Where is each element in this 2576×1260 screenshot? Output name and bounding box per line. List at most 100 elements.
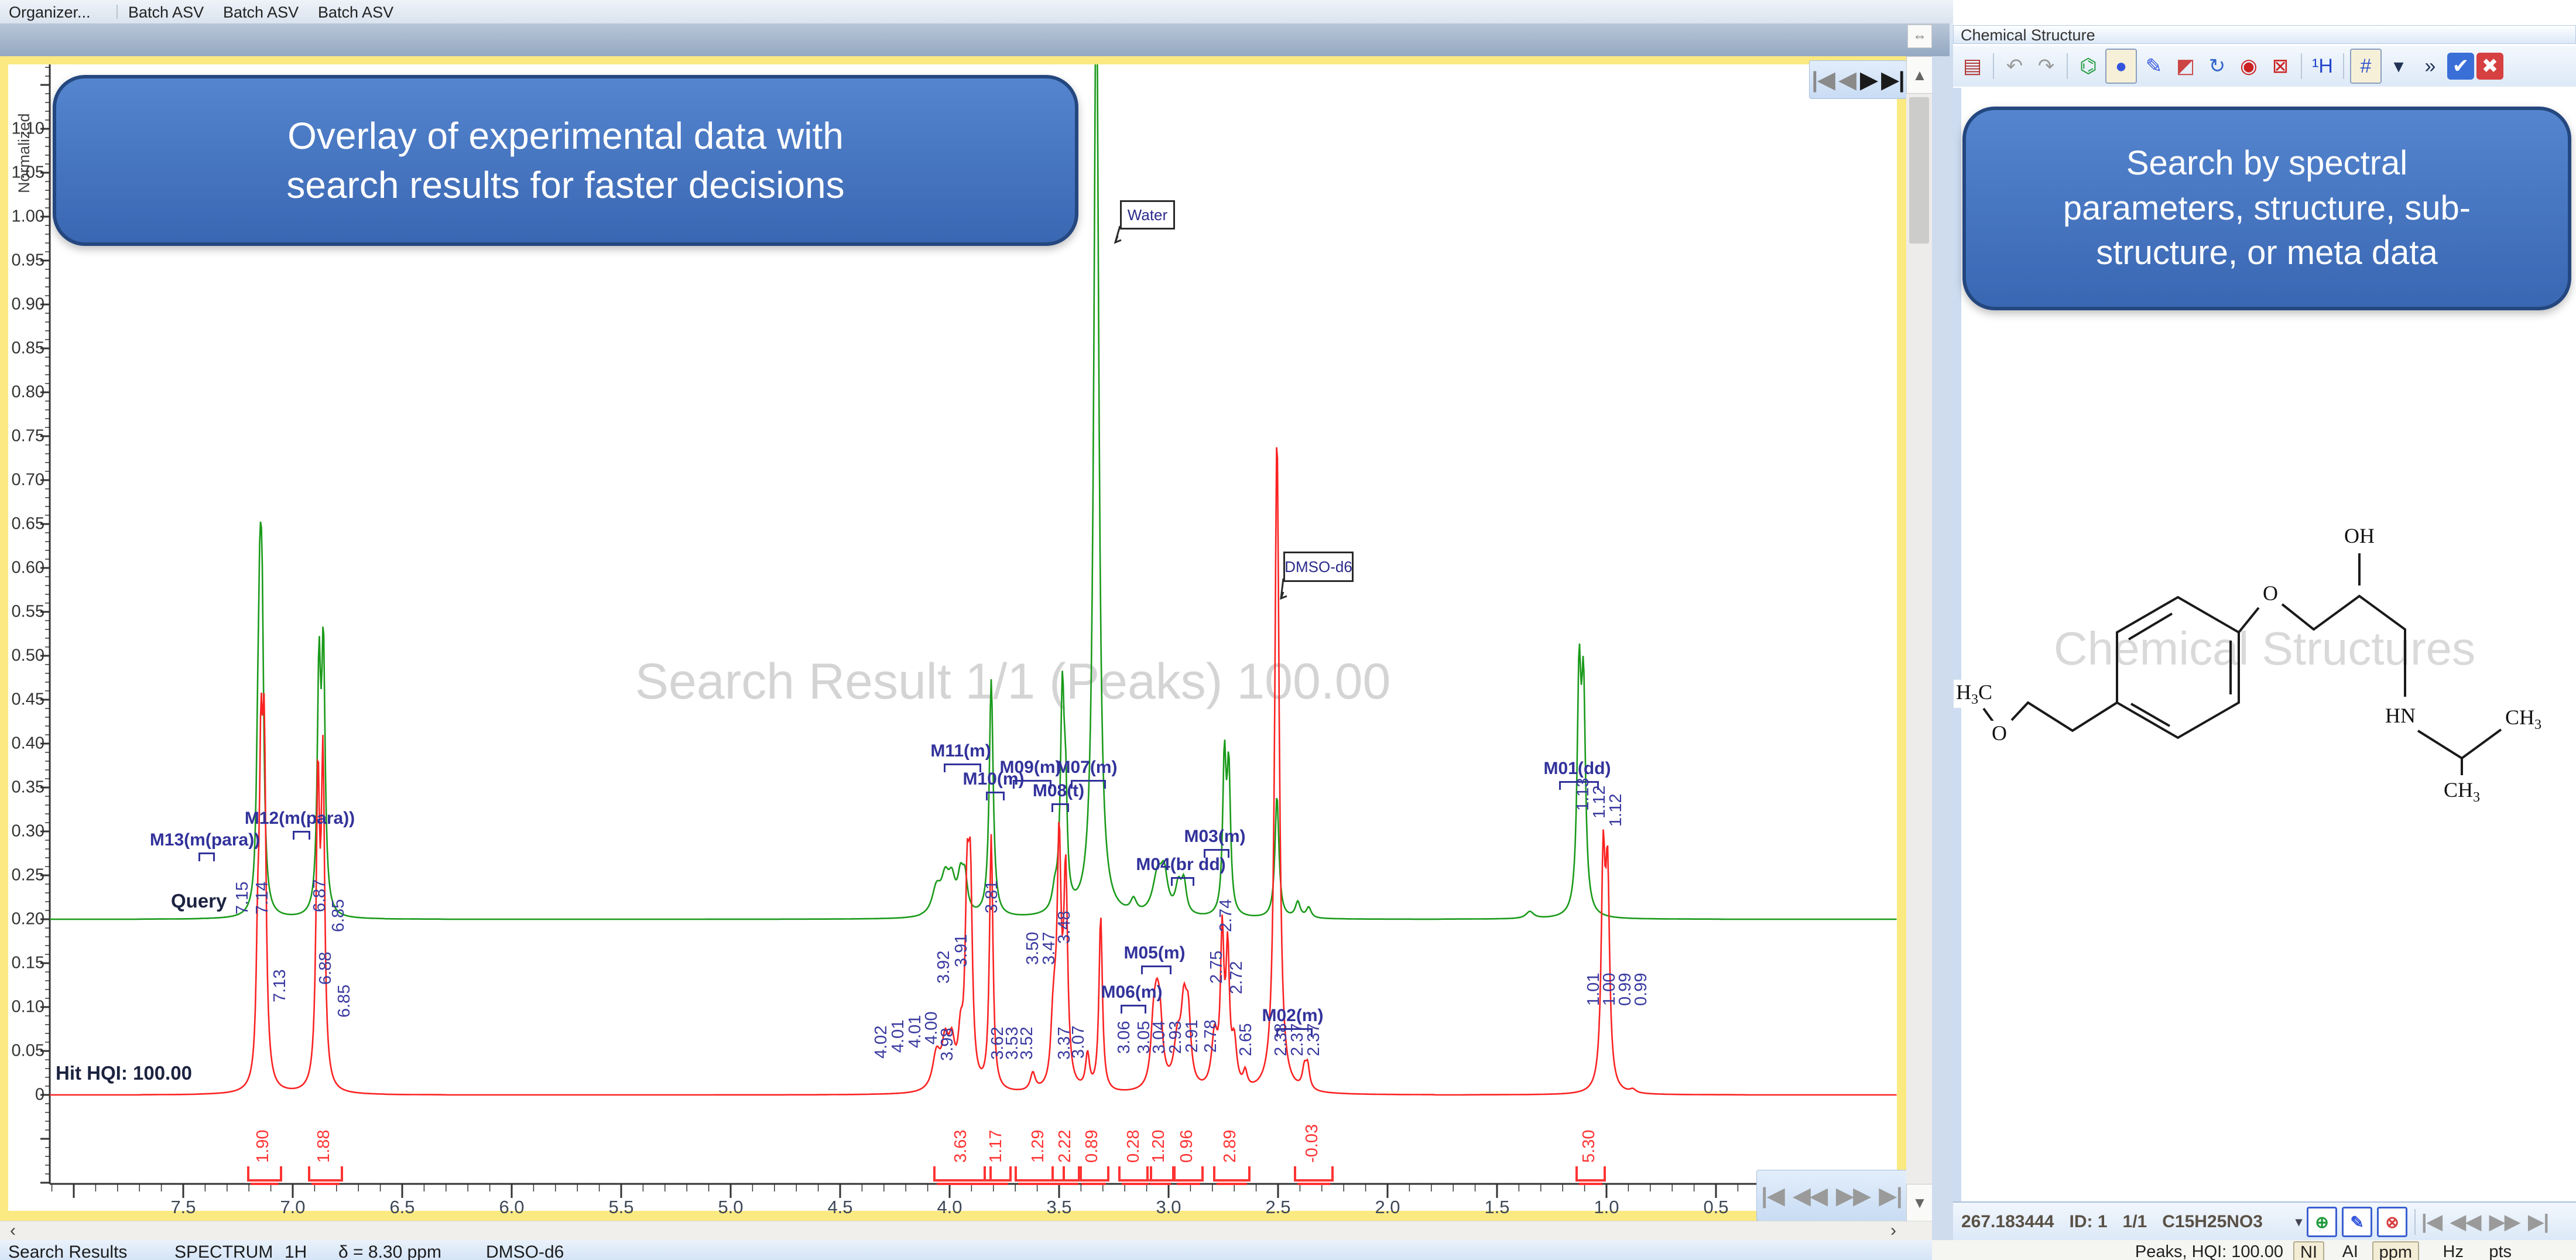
- atom-label-o: O: [1989, 721, 2009, 745]
- draw-bond-icon[interactable]: ✎: [2145, 55, 2163, 77]
- nav-arrow[interactable]: ▶|: [1881, 67, 1905, 93]
- multiplet-bracket: [293, 831, 310, 840]
- integral-bracket: [1051, 1166, 1082, 1185]
- nav-arrow[interactable]: ▶▶: [1836, 1183, 1871, 1208]
- integral-bracket: [1575, 1166, 1606, 1185]
- record-nav-arrow[interactable]: |◀: [2421, 1211, 2443, 1233]
- ppm-toggle[interactable]: ppm: [2372, 1241, 2419, 1260]
- nav-arrow[interactable]: |◀: [1811, 67, 1835, 93]
- integral-bracket: [308, 1166, 343, 1185]
- hit-hqi-label: Hit HQI: 100.00: [56, 1062, 192, 1084]
- pts-toggle[interactable]: pts: [2489, 1242, 2512, 1260]
- panel-splitter[interactable]: [1932, 56, 1953, 1240]
- panel-title: Chemical Structure: [1953, 25, 2576, 44]
- peak-label: 3.52: [1018, 1026, 1036, 1060]
- multiplet-bracket: [1276, 1028, 1313, 1037]
- scroll-left-button[interactable]: ‹: [10, 1220, 16, 1240]
- more-tools-icon[interactable]: »: [2424, 54, 2436, 77]
- solvent-annotation-water[interactable]: Water: [1120, 200, 1175, 230]
- scroll-up-button[interactable]: ▲: [1906, 56, 1933, 94]
- callout-overlay-info: Overlay of experimental data with search…: [53, 75, 1078, 246]
- menu-item-batch-asv[interactable]: Batch ASV: [318, 4, 394, 21]
- x-tick-label: 5.5: [608, 1197, 634, 1217]
- atom-label-ch3: CH3: [2502, 704, 2544, 734]
- report-icon[interactable]: ▤: [1962, 55, 1982, 77]
- nav-arrow[interactable]: ◀◀: [1793, 1183, 1828, 1208]
- atom-label-h3c: H3C: [1953, 679, 1995, 708]
- hz-toggle[interactable]: Hz: [2443, 1242, 2464, 1260]
- nav-arrow[interactable]: ▶: [1860, 67, 1878, 93]
- y-tick-label: 0.55: [11, 602, 44, 621]
- integral-value: 5.30: [1580, 1129, 1598, 1163]
- integral-value: -0.03: [1303, 1124, 1321, 1163]
- ni-toggle[interactable]: NI: [2293, 1241, 2324, 1260]
- dock-panel-icon[interactable]: ⇔: [1907, 25, 1932, 48]
- y-tick-label: 0.60: [11, 558, 44, 577]
- y-tick-label: 0.10: [11, 997, 44, 1016]
- nav-arrow[interactable]: |◀: [1761, 1183, 1785, 1208]
- add-structure-icon[interactable]: ⊕: [2307, 1207, 2338, 1237]
- peak-label: 7.15: [233, 881, 252, 915]
- multiplet-label-m07: M07(m): [1056, 758, 1118, 777]
- horizontal-scrollbar[interactable]: [0, 1221, 1932, 1240]
- integral-value: 0.96: [1177, 1129, 1196, 1163]
- nav-arrow[interactable]: ▶|: [1879, 1183, 1903, 1208]
- scroll-right-button[interactable]: ›: [1890, 1220, 1896, 1240]
- y-tick-label: 1.05: [11, 163, 44, 182]
- peak-label: 2.75: [1207, 950, 1226, 984]
- nav-arrow[interactable]: ◀: [1839, 67, 1856, 93]
- x-tick-label: 6.5: [389, 1197, 415, 1217]
- redo-icon[interactable]: ↷: [2037, 55, 2055, 77]
- eraser-icon[interactable]: ◩: [2176, 55, 2195, 77]
- record-nav-arrow[interactable]: ▶|: [2528, 1211, 2549, 1233]
- rotate-ring-icon[interactable]: ↻: [2208, 55, 2226, 77]
- integral-value: 3.63: [951, 1129, 970, 1163]
- separator: [2067, 53, 2068, 79]
- structure-canvas: [1982, 553, 2502, 775]
- vertical-scroll-thumb[interactable]: [1909, 97, 1929, 244]
- multiplet-label-m12: M12(m(para)): [244, 809, 355, 828]
- spectrum-plot-area[interactable]: Search Result 1/1 (Peaks) 100.00 7.5 7.0 6…: [8, 64, 1897, 1217]
- peaks-hqi-status: Peaks, HQI: 100.00: [2135, 1242, 2283, 1260]
- solvent-annotation-dmso-d6[interactable]: DMSO-d6: [1283, 552, 1354, 582]
- id-value: ID: 1: [2069, 1212, 2108, 1231]
- expand-status-icon[interactable]: ▾: [2296, 1214, 2303, 1229]
- multiplet-label-m04: M04(br dd): [1136, 855, 1226, 874]
- record-nav-arrow[interactable]: ◀◀: [2450, 1211, 2482, 1233]
- dropdown-icon[interactable]: ▾: [2393, 55, 2404, 77]
- panel-left-strip: [1953, 88, 1961, 1201]
- separator: [2414, 1209, 2416, 1235]
- delete-structure-icon[interactable]: ⊗: [2377, 1207, 2408, 1237]
- integral-value: 1.90: [254, 1129, 272, 1163]
- close-icon[interactable]: ✖: [2476, 53, 2503, 80]
- y-tick-label: 0.95: [11, 251, 44, 270]
- integral-bracket: [1213, 1166, 1251, 1185]
- menu-item-batch-asv[interactable]: Batch ASV: [223, 4, 299, 21]
- peak-label: 3.98: [938, 1028, 957, 1061]
- peak-label: 7.14: [253, 881, 272, 915]
- peak-label: 2.65: [1236, 1023, 1255, 1056]
- vertical-scrollbar[interactable]: [1906, 56, 1932, 1221]
- scroll-down-button[interactable]: ▼: [1906, 1184, 1933, 1221]
- multiplet-label-m13: M13(m(para)): [149, 830, 261, 850]
- structure-spectrum-icon[interactable]: ⌬: [2080, 55, 2097, 77]
- undo-icon[interactable]: ↶: [2006, 55, 2023, 77]
- atom-numbering-icon[interactable]: #: [2350, 49, 2382, 84]
- edit-structure-icon[interactable]: ✎: [2342, 1207, 2373, 1237]
- multiplet-bracket: [1121, 1005, 1146, 1014]
- record-nav-arrow[interactable]: ▶▶: [2489, 1211, 2520, 1233]
- menu-item-organizer-[interactable]: Organizer...: [9, 4, 91, 21]
- rotate-3d-icon[interactable]: ◉: [2240, 55, 2258, 77]
- hydrogen-icon[interactable]: ¹H: [2312, 54, 2333, 77]
- y-tick-label: 0.65: [11, 514, 44, 533]
- y-tick-label: 0: [35, 1085, 44, 1104]
- ai-toggle[interactable]: AI: [2342, 1242, 2358, 1260]
- select-tool-icon[interactable]: ●: [2105, 49, 2137, 84]
- integral-value: 1.17: [986, 1129, 1005, 1163]
- y-tick-label: 0.30: [11, 821, 44, 841]
- fit-view-icon[interactable]: ⊠: [2272, 55, 2289, 77]
- x-tick-label: 2.0: [1375, 1197, 1400, 1217]
- x-tick-label: 2.5: [1265, 1197, 1291, 1217]
- apply-icon[interactable]: ✔: [2447, 53, 2474, 80]
- menu-item-batch-asv[interactable]: Batch ASV: [128, 4, 204, 21]
